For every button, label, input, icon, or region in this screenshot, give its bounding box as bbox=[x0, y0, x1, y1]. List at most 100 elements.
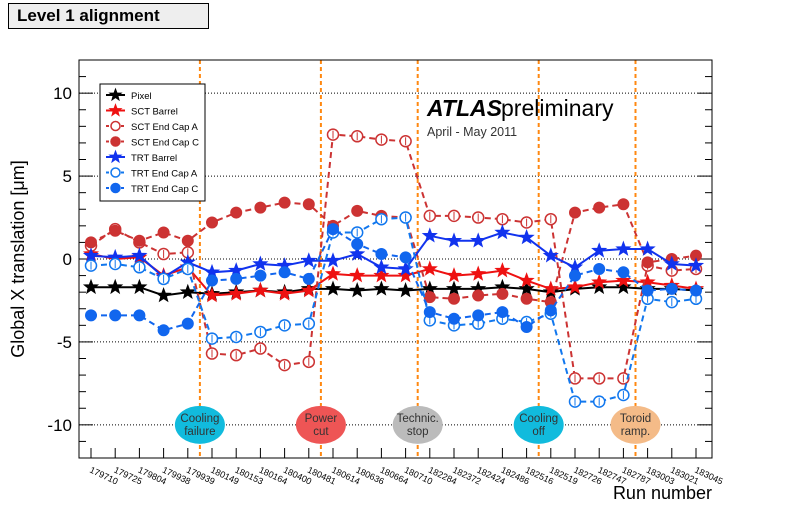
event-label: cut bbox=[313, 426, 329, 438]
data-point bbox=[373, 280, 390, 296]
data-point bbox=[591, 273, 608, 290]
data-point bbox=[349, 282, 366, 298]
legend-marker bbox=[108, 103, 123, 117]
event-label: Cooling bbox=[519, 413, 558, 425]
data-point bbox=[351, 204, 364, 217]
data-point bbox=[278, 266, 291, 279]
series-line bbox=[90, 216, 697, 403]
legend-item: SCT End Cap A bbox=[106, 120, 199, 133]
event-label: Cooling bbox=[180, 413, 219, 425]
legend-label: SCT Barrel bbox=[131, 107, 178, 118]
data-point bbox=[278, 196, 291, 209]
series-sct-end-cap-c bbox=[85, 196, 702, 309]
data-point bbox=[593, 201, 606, 214]
legend-marker bbox=[110, 182, 121, 194]
data-point bbox=[617, 198, 630, 211]
event-bubble bbox=[295, 405, 346, 444]
legend-marker bbox=[110, 120, 121, 132]
data-point bbox=[300, 252, 317, 268]
data-point bbox=[421, 227, 438, 243]
data-point bbox=[179, 283, 196, 299]
y-tick-label: -10 bbox=[47, 416, 72, 435]
data-point bbox=[324, 252, 342, 268]
event-label: stop bbox=[407, 426, 429, 438]
data-point bbox=[133, 309, 146, 322]
data-point bbox=[470, 232, 487, 248]
data-point bbox=[641, 284, 654, 297]
data-point bbox=[569, 269, 581, 282]
data-point bbox=[496, 287, 509, 300]
legend-marker bbox=[110, 136, 121, 147]
data-point bbox=[641, 256, 654, 269]
data-point bbox=[518, 280, 535, 296]
data-point bbox=[82, 278, 100, 295]
data-point bbox=[327, 223, 339, 236]
data-point bbox=[399, 251, 412, 264]
data-point bbox=[324, 280, 342, 296]
data-point bbox=[518, 272, 535, 288]
data-point bbox=[85, 309, 97, 322]
data-point bbox=[181, 317, 194, 330]
data-point bbox=[591, 278, 608, 295]
data-point bbox=[254, 201, 267, 214]
data-point bbox=[252, 255, 269, 271]
x-axis-title: Run number bbox=[613, 483, 712, 503]
data-point bbox=[133, 234, 146, 247]
legend-label: SCT End Cap A bbox=[131, 122, 199, 133]
data-point bbox=[445, 267, 463, 283]
series-pixel bbox=[82, 278, 705, 303]
data-point bbox=[445, 280, 463, 296]
data-point bbox=[520, 320, 533, 333]
legend-item: TRT End Cap A bbox=[106, 167, 198, 180]
preliminary-label: preliminary bbox=[501, 95, 614, 121]
data-point bbox=[206, 216, 218, 229]
y-tick-label: -5 bbox=[57, 333, 72, 352]
data-point bbox=[423, 306, 436, 319]
chart-banner: Level 1 alignment bbox=[8, 3, 209, 29]
data-point bbox=[470, 265, 487, 281]
event-bubble bbox=[610, 405, 661, 444]
data-point bbox=[203, 287, 221, 303]
data-point bbox=[373, 258, 390, 275]
legend-label: TRT Barrel bbox=[131, 153, 177, 164]
series-line bbox=[90, 231, 697, 279]
data-point bbox=[448, 292, 460, 305]
atlas-label: ATLAS bbox=[426, 95, 503, 121]
data-point bbox=[593, 262, 606, 275]
period-label: April - May 2011 bbox=[427, 125, 517, 139]
legend-item: TRT End Cap C bbox=[106, 182, 198, 195]
data-point bbox=[85, 236, 97, 249]
data-point bbox=[397, 267, 414, 283]
data-point bbox=[109, 224, 122, 237]
series-line bbox=[91, 286, 697, 297]
data-point bbox=[252, 282, 269, 298]
data-point bbox=[569, 206, 581, 219]
data-point bbox=[206, 274, 218, 287]
data-point bbox=[494, 224, 511, 240]
data-point bbox=[615, 272, 632, 288]
legend-marker bbox=[110, 167, 121, 178]
data-point bbox=[421, 260, 438, 276]
data-point bbox=[397, 282, 414, 298]
data-point bbox=[494, 262, 511, 278]
data-point bbox=[445, 232, 463, 248]
data-point bbox=[520, 292, 533, 305]
data-point bbox=[107, 278, 124, 295]
data-point bbox=[157, 324, 170, 337]
data-point bbox=[663, 255, 680, 271]
data-point bbox=[615, 278, 632, 295]
legend-item: TRT Barrel bbox=[106, 149, 177, 164]
data-point bbox=[302, 272, 315, 285]
data-point bbox=[349, 267, 366, 283]
data-point bbox=[472, 289, 485, 302]
data-point bbox=[82, 247, 100, 263]
data-point bbox=[496, 306, 509, 319]
data-point bbox=[615, 240, 632, 256]
event-label: off bbox=[532, 426, 545, 438]
data-point bbox=[617, 266, 630, 279]
event-label: Technic. bbox=[397, 413, 439, 425]
data-point bbox=[639, 240, 656, 256]
event-label: failure bbox=[184, 426, 215, 438]
event-bubble bbox=[392, 405, 443, 444]
